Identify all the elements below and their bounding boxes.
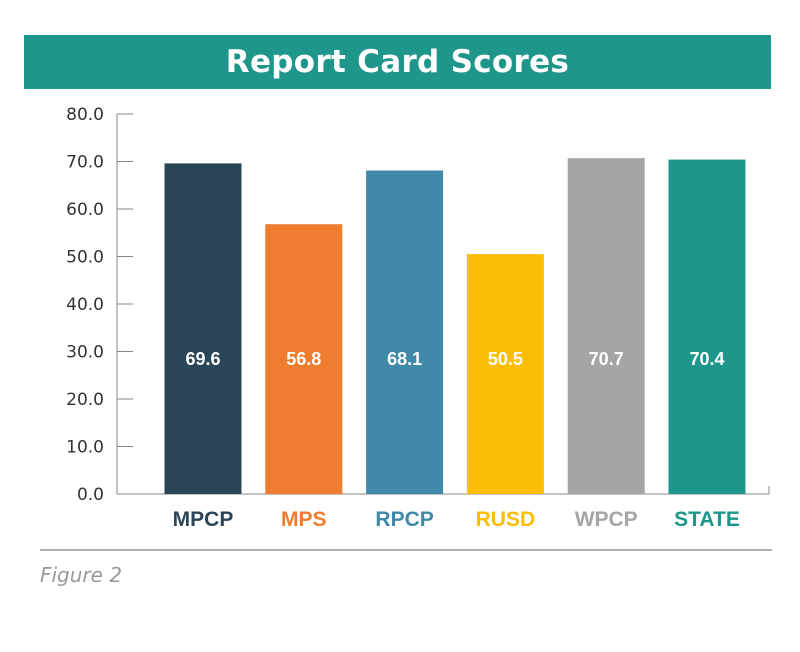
y-tick-label: 20.0: [66, 390, 104, 410]
x-category-label: WPCP: [575, 508, 638, 531]
x-category-label: MPCP: [173, 508, 234, 531]
y-tick-label: 10.0: [66, 438, 104, 458]
bar-value-label: 56.8: [286, 349, 321, 369]
y-tick-label: 50.0: [66, 248, 104, 268]
bar-chart: 0.0 10.0 20.0 30.0 40.0 50.0 60.0 70.0 80.0 69.6 M…: [66, 105, 770, 531]
y-tick-label: 60.0: [66, 200, 104, 220]
y-tick-label: 80.0: [66, 105, 104, 125]
y-tick-label: 30.0: [66, 343, 104, 363]
title-banner: Report Card Scores: [24, 35, 771, 89]
bar-value-label: 70.4: [689, 349, 724, 369]
bar-rusd: [466, 254, 544, 494]
bar-value-label: 68.1: [387, 349, 422, 369]
y-tick-label: 0.0: [77, 485, 104, 505]
bar-value-label: 69.6: [185, 349, 220, 369]
chart-title: Report Card Scores: [225, 44, 570, 80]
caption-divider: [40, 549, 772, 551]
bar-value-label: 50.5: [488, 349, 523, 369]
x-category-label: MPS: [281, 508, 327, 531]
bar-mps: [265, 224, 343, 494]
bar-state: [668, 159, 746, 494]
x-category-label: RPCP: [375, 508, 433, 531]
y-tick-label: 70.0: [66, 153, 104, 173]
bar-rpcp: [366, 170, 444, 494]
bar-value-label: 70.7: [589, 349, 624, 369]
y-tick-label: 40.0: [66, 295, 104, 315]
x-category-label: STATE: [674, 508, 740, 531]
bar-mpcp: [164, 163, 242, 494]
figure-caption: Figure 2: [40, 563, 123, 587]
x-category-label: RUSD: [476, 508, 536, 531]
bar-wpcp: [567, 158, 645, 495]
